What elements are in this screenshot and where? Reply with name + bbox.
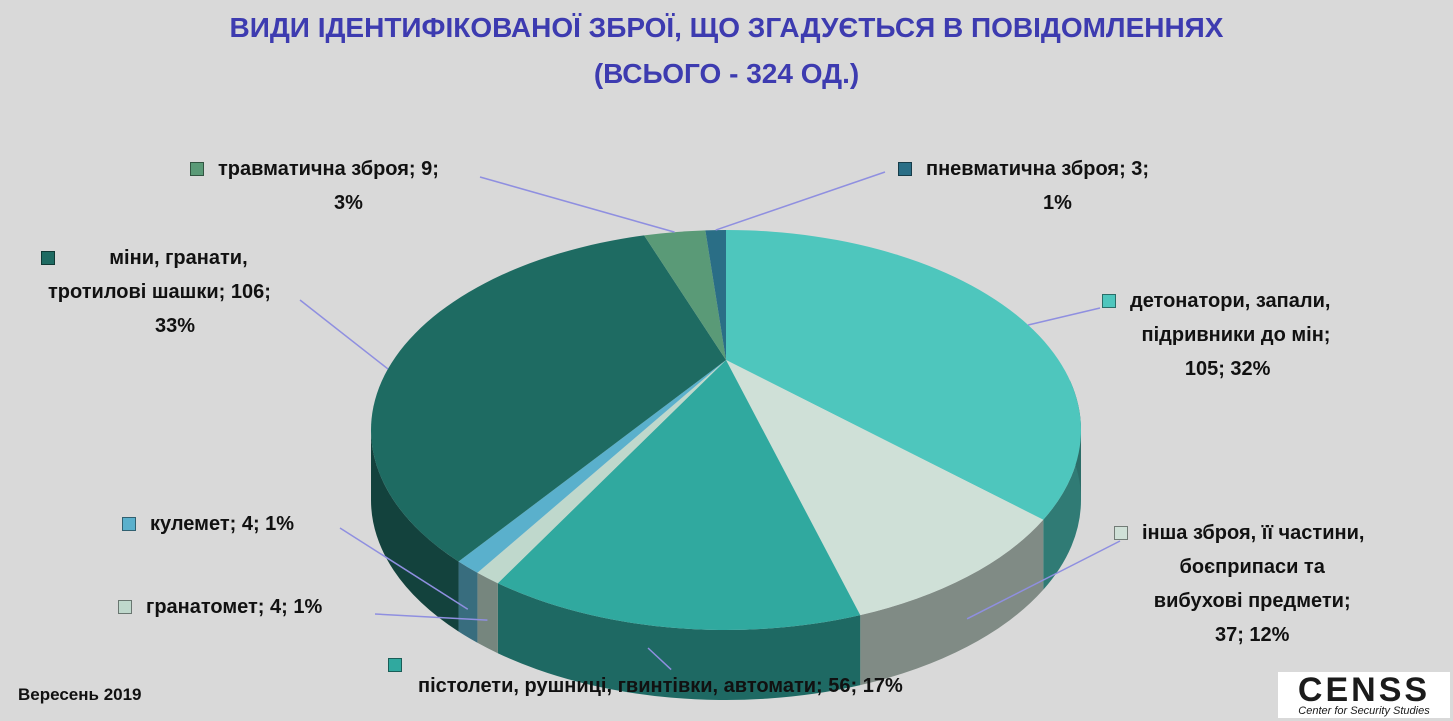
leader-lines <box>299 171 1121 671</box>
censs-logo: CENSS Center for Security Studies <box>1278 672 1450 718</box>
chart-title-line-2: (ВСЬОГО - 324 ОД.) <box>593 58 860 89</box>
leader-line-4 <box>339 527 469 610</box>
logo-subtitle: Center for Security Studies <box>1298 705 1430 717</box>
pie-side-4 <box>458 561 478 643</box>
slice-label-pneumatic-weapon: пневматична зброя; 3; 1% <box>898 152 1149 220</box>
slice-label-mines-grenades: міни, гранати, тротилові шашки; 106; 33% <box>18 241 271 343</box>
legend-marker-icon <box>1114 526 1128 540</box>
slice-label-grenade-launcher: гранатомет; 4; 1% <box>118 590 322 624</box>
legend-marker-icon <box>1102 294 1116 308</box>
pie-slice-4 <box>458 360 726 573</box>
slice-label-pistols-rifles: пістолети, рушниці, гвинтівки, автомати;… <box>388 655 903 703</box>
pie-slice-7 <box>705 230 726 360</box>
logo-wordmark: CENSS <box>1297 671 1431 709</box>
leader-line-6 <box>479 176 675 233</box>
pie-slice-1 <box>726 360 1044 616</box>
pie-side-0 <box>1043 430 1081 590</box>
pie-side-1 <box>860 519 1044 686</box>
slice-label-detonators: детонатори, запали, підривники до мін; 1… <box>1102 284 1330 386</box>
leader-line-5 <box>299 299 389 370</box>
leader-line-2 <box>647 647 672 671</box>
legend-marker-icon <box>122 517 136 531</box>
legend-marker-icon <box>388 658 402 672</box>
legend-marker-icon <box>190 162 204 176</box>
chart-title-line-1: ВИДИ ІДЕНТИФІКОВАНОЇ ЗБРОЇ, ЩО ЗГАДУЄТЬС… <box>229 12 1224 43</box>
legend-marker-icon <box>898 162 912 176</box>
leader-line-0 <box>1027 307 1101 326</box>
leader-line-7 <box>715 171 886 231</box>
pie-slice-5 <box>371 235 726 562</box>
pie-slice-2 <box>497 360 861 630</box>
pie-slices <box>371 230 1081 630</box>
pie-slice-3 <box>477 360 726 584</box>
pie-side-2 <box>497 583 861 700</box>
report-date: Вересень 2019 <box>18 685 142 704</box>
slice-label-machine-gun: кулемет; 4; 1% <box>122 507 294 541</box>
slice-label-other-weapons: інша зброя, її частини, боєприпаси та ви… <box>1114 516 1364 652</box>
pie-slice-6 <box>644 230 726 360</box>
legend-marker-icon <box>41 251 56 265</box>
pie-slice-0 <box>726 230 1081 520</box>
leader-line-3 <box>374 613 488 621</box>
slice-label-traumatic-weapon: травматична зброя; 9; 3% <box>190 152 439 220</box>
pie-side-5 <box>371 430 459 632</box>
legend-marker-icon <box>118 600 132 614</box>
leader-line-1 <box>966 540 1121 620</box>
pie-side-3 <box>477 572 498 654</box>
